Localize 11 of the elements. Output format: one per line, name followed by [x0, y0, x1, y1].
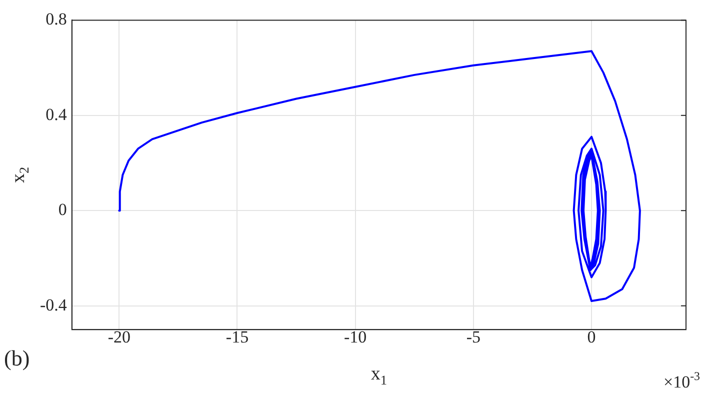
y-tick-label: -0.4 [40, 295, 68, 314]
x-tick-label: -15 [226, 327, 249, 346]
x-tick-label: -10 [344, 327, 367, 346]
y-tick-label: 0.8 [46, 10, 67, 29]
y-tick-label: 0 [58, 200, 67, 220]
y-tick-label: 0.4 [46, 104, 68, 124]
x-tick-label: -5 [466, 327, 481, 346]
text: (b) [4, 346, 30, 371]
x-tick-label: -20 [108, 327, 130, 346]
y-axis-title: x2 [8, 166, 32, 183]
x-tick-label: 0 [587, 327, 596, 346]
